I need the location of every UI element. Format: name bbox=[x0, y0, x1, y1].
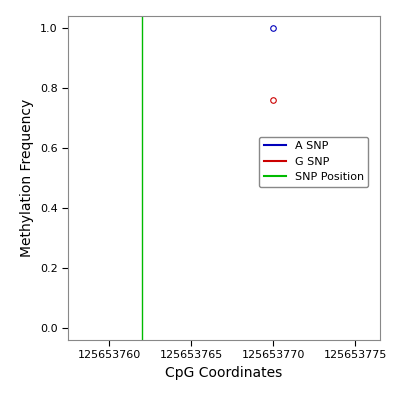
Y-axis label: Methylation Frequency: Methylation Frequency bbox=[20, 99, 34, 257]
X-axis label: CpG Coordinates: CpG Coordinates bbox=[165, 366, 283, 380]
Legend: A SNP, G SNP, SNP Position: A SNP, G SNP, SNP Position bbox=[259, 137, 368, 187]
